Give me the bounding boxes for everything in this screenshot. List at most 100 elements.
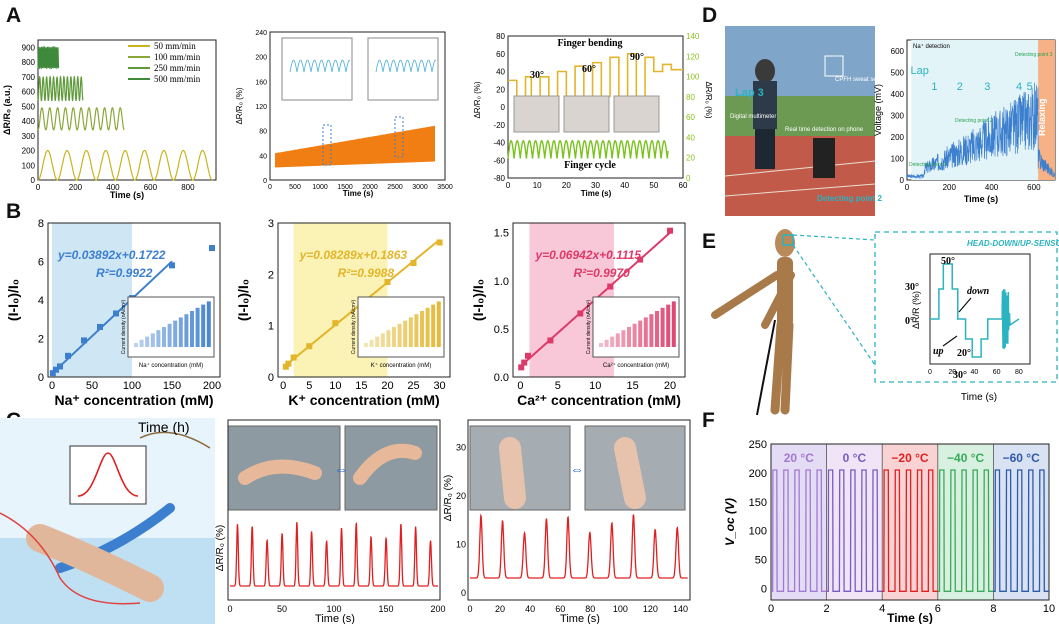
- a2-ytick: 200: [255, 55, 267, 62]
- b-inset-bar: [156, 330, 161, 347]
- b-ytick: 8: [38, 218, 44, 230]
- c2-xtick: 0: [227, 604, 232, 614]
- d-photo: Lap 3 CPFH sweat sensor on arm Digital m…: [724, 26, 909, 216]
- f-temp-2: −20 °C: [891, 451, 928, 465]
- b-inset-bar: [408, 317, 413, 347]
- a1-xtick: 200: [69, 183, 83, 192]
- a3-ytick-right: 0: [686, 174, 691, 183]
- a3-ytick-left: -40: [493, 139, 505, 148]
- b-point: [65, 352, 71, 359]
- a3-ytick-left: 20: [496, 85, 505, 94]
- a1-xtick: 800: [181, 183, 195, 192]
- c3-ylabel: ΔR/R₀ (%): [443, 475, 454, 521]
- b-ytick: 0.0: [494, 372, 509, 384]
- b-point: [436, 239, 443, 246]
- svg-text:⇔: ⇔: [334, 461, 348, 477]
- c1-illustration: Time (h): [0, 418, 215, 624]
- b-equation-0: y=0.03892x+0.1722: [57, 248, 166, 262]
- b-inset-bar: [649, 314, 654, 347]
- a3-ytick-left: 0: [501, 103, 506, 112]
- a2-xtick: 1500: [337, 184, 353, 191]
- b-point: [209, 245, 215, 252]
- b-ytick: 2: [268, 269, 274, 281]
- d-relax-region: [1038, 40, 1055, 180]
- b-inset-bar: [655, 311, 659, 347]
- d-xtick: 400: [985, 183, 999, 192]
- c2-xtick: 150: [378, 604, 393, 614]
- a1-series-2: [37, 75, 84, 102]
- f-xlabel: Time (s): [887, 611, 933, 624]
- c3-xtick: 0: [467, 604, 472, 614]
- a3-angle-60: 60°: [582, 64, 596, 75]
- a1-ylabel: ΔR/R₀ (a.u.): [2, 85, 12, 135]
- chart-b-ca: y=0.06942x+0.1115 R²=0.9970 Ca²⁺ concentra…: [470, 222, 686, 408]
- b-point: [113, 310, 119, 317]
- b-equation-2: y=0.06942x+0.1115: [534, 248, 641, 262]
- c3-xtick: 120: [643, 604, 658, 614]
- b-inset-bar: [431, 304, 436, 347]
- b-point: [97, 323, 103, 330]
- f-xtick: 2: [824, 603, 830, 615]
- a2-ytick: 160: [255, 79, 267, 86]
- f-series-2: [882, 469, 938, 592]
- d-lap-4: 4: [1016, 81, 1022, 93]
- e-xtick: 80: [1015, 369, 1023, 376]
- b-xtick: 5: [555, 380, 561, 392]
- b-inset-bar: [632, 323, 637, 347]
- a3-ytick-left: -60: [493, 156, 505, 165]
- a1-legend-entry: 500 mm/min: [154, 74, 201, 84]
- c3-ytick: 0: [461, 588, 466, 598]
- a3-title-bottom: Finger cycle: [564, 160, 616, 171]
- b-ytick: 0: [268, 372, 274, 384]
- d-ytick: 100: [891, 154, 905, 163]
- b-frame-2: [512, 222, 686, 378]
- a2-xtick: 500: [289, 184, 301, 191]
- d-point2-label: Detecting point 2: [817, 194, 882, 203]
- a1-ytick: 700: [22, 73, 36, 82]
- f-ytick: 50: [755, 555, 767, 567]
- b-inset-bar: [397, 323, 402, 347]
- a3-title-top: Finger bending: [557, 38, 622, 49]
- b-xtick: 100: [123, 380, 141, 392]
- b-point: [57, 363, 63, 370]
- chart-a1: 0 100 200 300 400 500 600 700 800 900 0 200 400 600 8…: [2, 39, 217, 200]
- a3-ytick-right: 100: [686, 73, 700, 82]
- b-ytick: 0.5: [494, 324, 509, 336]
- d-ytick: 600: [891, 47, 905, 56]
- a1-ytick: 0: [31, 176, 36, 185]
- b-point: [518, 364, 525, 371]
- b-inset-bar: [134, 343, 138, 347]
- b-xtick: 0: [517, 380, 523, 392]
- a2-orange-band: [275, 125, 435, 168]
- a1-ytick: 500: [22, 102, 36, 111]
- a3-ytick-right: 20: [686, 154, 695, 163]
- b-inset-bar: [414, 314, 419, 347]
- f-ytick: 150: [749, 497, 767, 509]
- c2-ylabel: ΔR/R₀ (%): [215, 525, 226, 571]
- a1-xlabel: Time (s): [110, 190, 144, 200]
- e-ylabel: ΔR/R (%): [911, 291, 921, 329]
- a1-ytick: 400: [22, 117, 36, 126]
- b-ytick: 6: [38, 257, 44, 269]
- panel-label-b: B: [6, 200, 22, 223]
- b-point: [290, 354, 297, 361]
- b-inset-bar: [604, 339, 609, 347]
- panel-label-e: E: [702, 230, 717, 253]
- c3-ytick: 20: [456, 491, 466, 501]
- d-point2: Detecting point 2: [955, 118, 993, 124]
- d-point3: Detecting point 3: [1015, 52, 1053, 58]
- e-mannequin: [711, 229, 876, 416]
- b-point: [53, 366, 59, 373]
- b-r2-1: R²=0.9988: [338, 266, 395, 280]
- b-inset-bar: [621, 330, 626, 347]
- b-point: [332, 320, 339, 327]
- b-point: [282, 363, 289, 370]
- b-point: [384, 279, 391, 286]
- b-frame-1: [277, 222, 451, 378]
- e-angle-0: 0°: [905, 316, 914, 327]
- b-xtick: 25: [407, 380, 419, 392]
- panel-label-d: D: [702, 4, 718, 27]
- b-ytick: 1.0: [494, 276, 509, 288]
- e-xtick: 20: [948, 369, 956, 376]
